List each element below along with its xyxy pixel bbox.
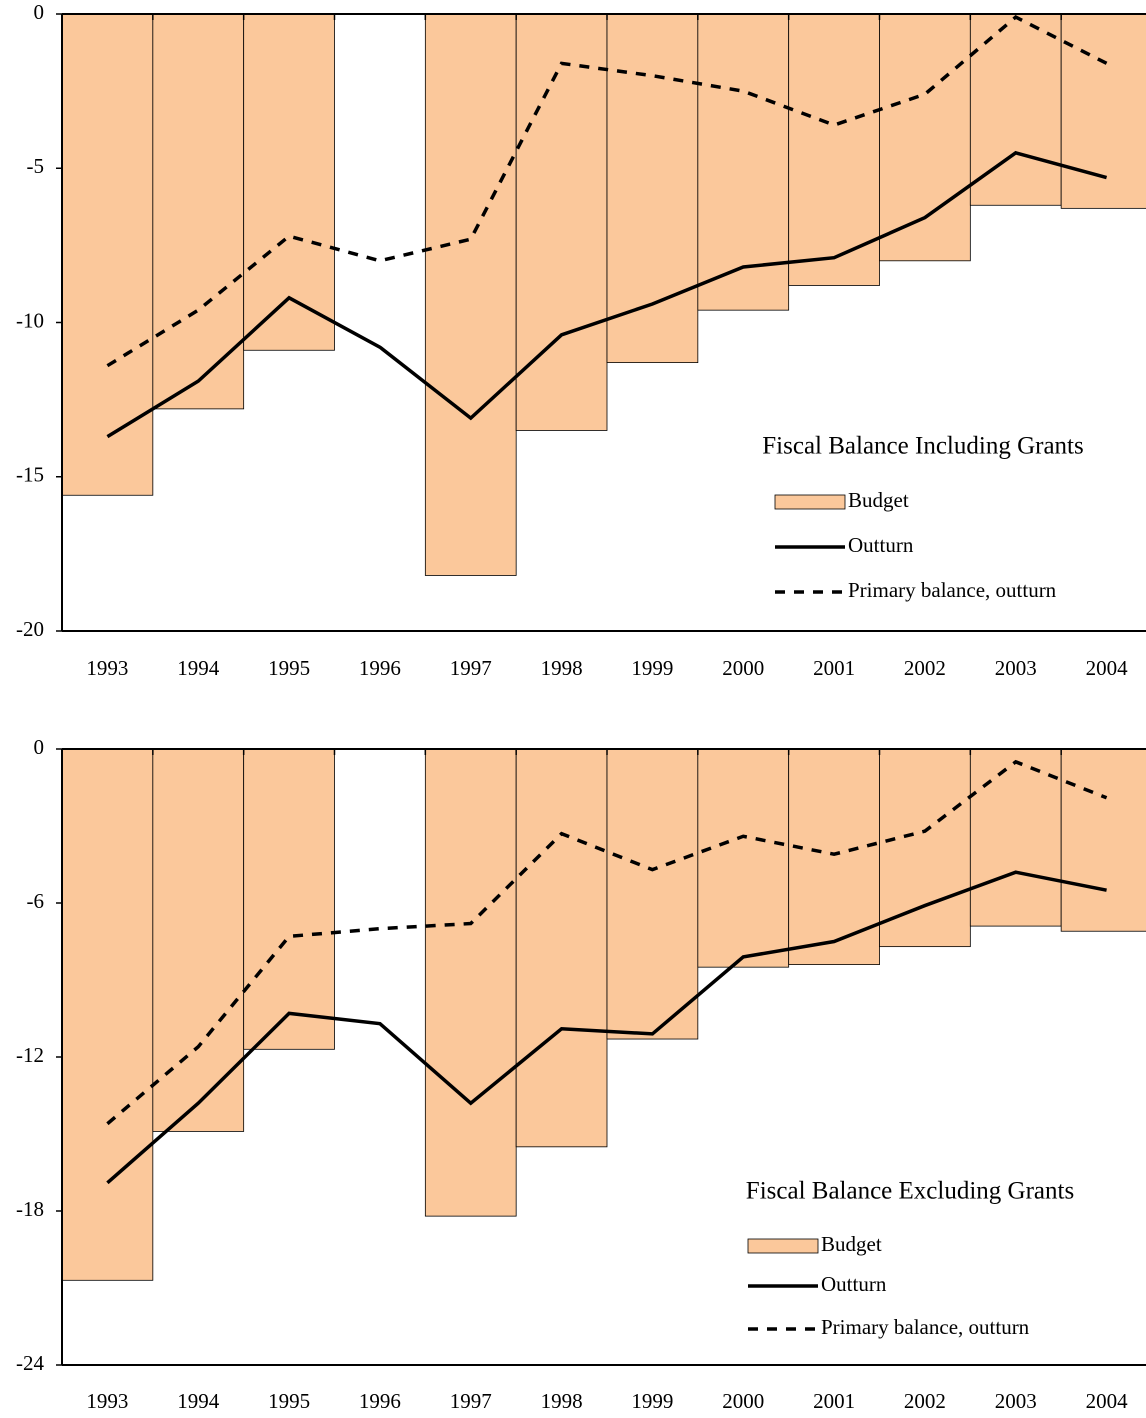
x-tick-label: 1998 [541, 656, 583, 680]
x-tick-label: 2003 [995, 656, 1037, 680]
x-tick-label: 2004 [1086, 656, 1129, 680]
y-tick-label: 0 [34, 735, 45, 759]
x-tick-label: 1993 [86, 656, 128, 680]
bar [969, 748, 1062, 927]
bar [697, 748, 790, 968]
bar [1060, 748, 1146, 932]
x-tick-label: 2002 [904, 656, 946, 680]
bar [788, 13, 880, 286]
x-tick-label: 1997 [450, 1389, 492, 1413]
legend-swatch [774, 494, 846, 510]
chart-title: Fiscal Balance Including Grants [762, 433, 1083, 460]
line [106, 759, 1108, 1126]
x-tick-label: 1996 [359, 1389, 401, 1413]
y-tick-label: -24 [16, 1351, 44, 1375]
x-tick-label: 1997 [450, 656, 492, 680]
x-tick-label: 2004 [1086, 1389, 1129, 1413]
line [106, 870, 1107, 1185]
bar [515, 748, 608, 1148]
bar [152, 13, 245, 410]
y-tick-label: -5 [27, 154, 45, 178]
y-tick-label: -6 [27, 889, 45, 913]
bar [606, 748, 699, 1040]
x-tick-label: 1993 [86, 1389, 128, 1413]
chart-title: Fiscal Balance Excluding Grants [746, 1178, 1074, 1205]
x-tick-label: 1994 [177, 1389, 220, 1413]
bar [243, 748, 335, 1050]
bar [61, 13, 154, 496]
x-tick-label: 2000 [722, 1389, 764, 1413]
legend-label: Primary balance, outturn [848, 578, 1057, 602]
legend-label: Budget [821, 1232, 882, 1256]
x-tick-label: 1995 [268, 656, 310, 680]
bar [1060, 13, 1146, 209]
bar [424, 748, 517, 1217]
x-tick-label: 1999 [631, 656, 673, 680]
x-tick-label: 2002 [904, 1389, 946, 1413]
x-tick-label: 1998 [541, 1389, 583, 1413]
legend-label: Primary balance, outturn [821, 1315, 1030, 1339]
legend-label: Outturn [848, 533, 914, 557]
bar [152, 748, 245, 1132]
bar [606, 13, 699, 364]
bar [61, 748, 154, 1281]
legend-label: Outturn [821, 1272, 887, 1296]
y-tick-label: -20 [16, 617, 44, 641]
x-tick-label: 2003 [995, 1389, 1037, 1413]
x-tick-label: 2000 [722, 656, 764, 680]
y-tick-label: -12 [16, 1043, 44, 1067]
legend-swatch [747, 1238, 819, 1254]
y-tick-label: -18 [16, 1197, 44, 1221]
y-tick-label: -10 [16, 308, 44, 332]
line [106, 14, 1108, 368]
y-tick-label: -15 [16, 463, 44, 487]
bar [788, 748, 880, 966]
x-tick-label: 1995 [268, 1389, 310, 1413]
x-tick-label: 1999 [631, 1389, 673, 1413]
bar [879, 13, 971, 262]
x-tick-label: 1994 [177, 656, 220, 680]
x-tick-label: 2001 [813, 1389, 855, 1413]
bar [424, 13, 517, 576]
bar [243, 13, 335, 351]
x-tick-label: 2001 [813, 656, 855, 680]
y-tick-label: 0 [34, 0, 45, 24]
line [106, 150, 1108, 439]
bar [515, 13, 608, 431]
legend-label: Budget [848, 488, 909, 512]
x-tick-label: 1996 [359, 656, 401, 680]
bar [879, 748, 971, 948]
